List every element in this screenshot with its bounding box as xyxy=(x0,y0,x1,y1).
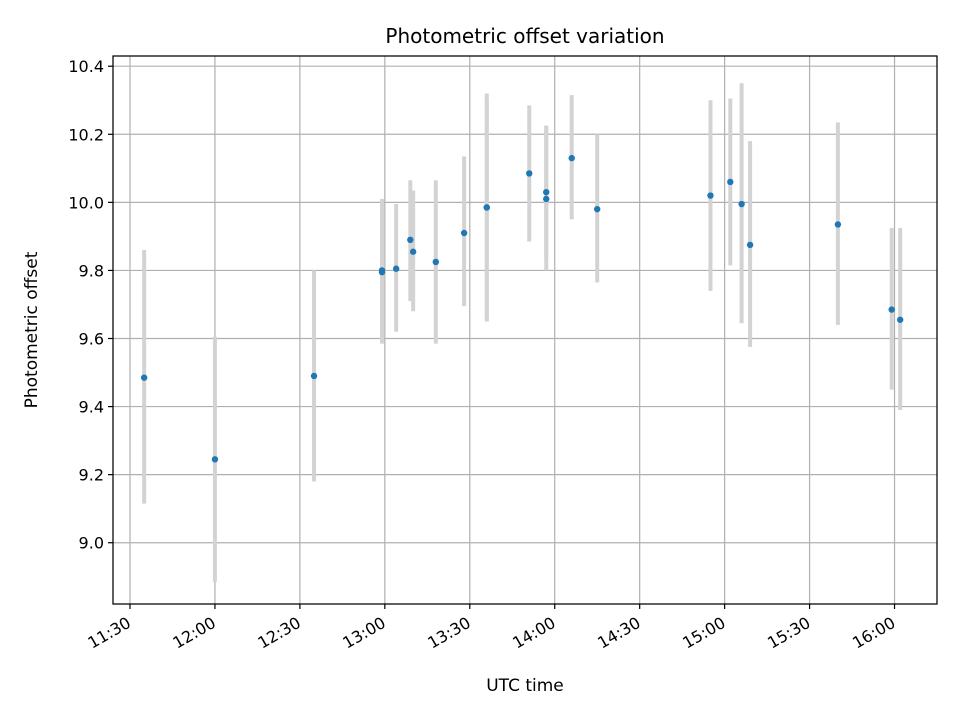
data-point xyxy=(407,236,414,244)
plot-area-frame xyxy=(112,55,938,605)
data-point xyxy=(738,200,745,208)
data-point xyxy=(568,154,575,162)
data-point xyxy=(896,316,904,323)
data-point xyxy=(543,195,550,203)
y-tick-label: 9.6 xyxy=(79,330,104,349)
data-point xyxy=(392,265,400,272)
data-point xyxy=(707,192,714,199)
data-point xyxy=(727,178,734,186)
y-tick-label: 9.0 xyxy=(79,534,104,553)
data-point xyxy=(432,258,440,266)
chart-title: Photometric offset variation xyxy=(385,24,664,48)
data-point xyxy=(746,241,754,249)
grid-lines xyxy=(113,56,937,604)
data-point xyxy=(460,229,468,237)
data-point xyxy=(310,372,318,380)
data-point xyxy=(543,188,550,196)
data-point xyxy=(526,170,533,177)
y-tick-label: 10.0 xyxy=(68,193,104,212)
y-axis-label: Photometric offset xyxy=(22,251,42,408)
data-point xyxy=(888,306,895,313)
y-tick-label: 10.2 xyxy=(68,125,104,144)
y-tick-label: 9.4 xyxy=(79,398,104,417)
data-point xyxy=(378,268,386,276)
y-tick-label: 9.2 xyxy=(79,466,104,485)
data-point xyxy=(409,248,417,255)
data-point xyxy=(594,205,601,213)
data-point xyxy=(834,221,842,228)
y-tick-label: 9.8 xyxy=(79,261,104,280)
data-point xyxy=(140,374,148,381)
data-points xyxy=(140,154,904,463)
y-axis-ticks: 9.0 9.2 9.4 9.6 9.8 10.0 10.2 10.4 xyxy=(68,57,113,553)
x-axis-label: UTC time xyxy=(486,676,564,696)
data-point xyxy=(483,204,490,211)
data-point xyxy=(211,456,219,463)
y-tick-label: 10.4 xyxy=(68,57,104,76)
